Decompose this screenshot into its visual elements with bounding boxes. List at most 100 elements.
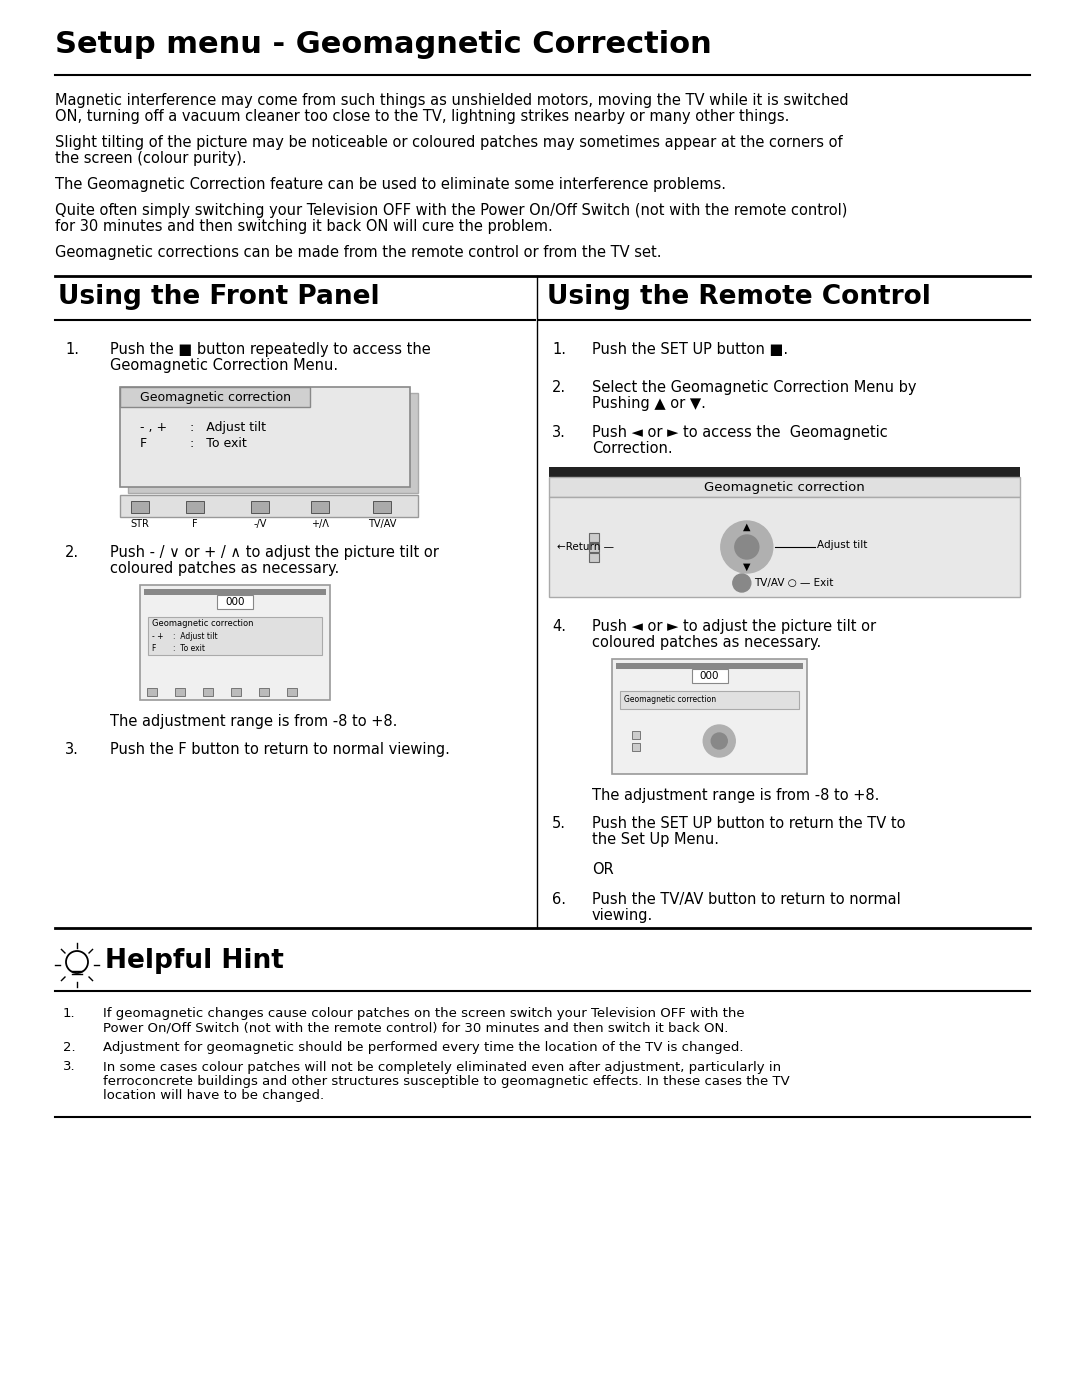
Text: The adjustment range is from -8 to +8.: The adjustment range is from -8 to +8. [110,714,397,729]
Text: :   Adjust tilt: : Adjust tilt [190,420,266,434]
Text: Adjust tilt: Adjust tilt [816,541,867,550]
Text: Select the Geomagnetic Correction Menu by: Select the Geomagnetic Correction Menu b… [592,380,917,395]
Text: Push the TV/AV button to return to normal: Push the TV/AV button to return to norma… [592,893,901,907]
Circle shape [734,535,759,559]
Text: 1.: 1. [65,342,79,358]
Bar [589,543,599,552]
Text: STR: STR [131,520,149,529]
Text: 3.: 3. [65,742,79,757]
Bar [620,692,799,710]
Text: 2.: 2. [552,380,566,395]
Bar [616,664,804,669]
Text: ▲: ▲ [743,522,751,532]
Bar [549,476,1020,497]
Text: - , +: - , + [140,420,167,434]
Text: ON, turning off a vacuum cleaner too close to the TV, lightning strikes nearby o: ON, turning off a vacuum cleaner too clo… [55,109,789,124]
Bar [120,495,418,517]
Text: 5.: 5. [552,816,566,831]
Bar [120,387,310,407]
Text: - +    :  Adjust tilt: - + : Adjust tilt [152,631,218,641]
Text: for 30 minutes and then switching it back ON will cure the problem.: for 30 minutes and then switching it bac… [55,219,553,235]
Text: Using the Remote Control: Using the Remote Control [546,284,931,310]
Text: Geomagnetic Correction Menu.: Geomagnetic Correction Menu. [110,358,338,373]
Bar [148,617,322,655]
Circle shape [733,574,751,592]
Bar [175,687,185,696]
Text: Geomagnetic correction: Geomagnetic correction [704,481,865,493]
Circle shape [712,733,727,749]
Text: Correction.: Correction. [592,441,673,455]
Text: F: F [140,437,147,450]
Text: 000: 000 [226,597,245,608]
Bar [131,502,149,513]
Text: Push the SET UP button ■.: Push the SET UP button ■. [592,342,788,358]
Bar [217,595,253,609]
Text: 000: 000 [700,671,719,680]
Bar [589,553,599,562]
Text: If geomagnetic changes cause colour patches on the screen switch your Television: If geomagnetic changes cause colour patc… [103,1007,744,1020]
Text: Power On/Off Switch (not with the remote control) for 30 minutes and then switch: Power On/Off Switch (not with the remote… [103,1021,728,1035]
Text: +/Λ: +/Λ [311,520,329,529]
Circle shape [720,521,773,573]
Text: Geomagnetic correction: Geomagnetic correction [139,391,291,404]
Text: Geomagnetic corrections can be made from the remote control or from the TV set.: Geomagnetic corrections can be made from… [55,244,661,260]
Text: -/V: -/V [254,520,267,529]
Text: TV/AV: TV/AV [368,520,396,529]
Bar [612,659,807,774]
Bar [589,534,599,542]
Bar [144,590,326,595]
Text: Geomagnetic correction: Geomagnetic correction [152,619,254,629]
Text: 3.: 3. [63,1060,76,1073]
Text: In some cases colour patches will not be completely eliminated even after adjust: In some cases colour patches will not be… [103,1060,781,1073]
Text: location will have to be changed.: location will have to be changed. [103,1090,324,1102]
Text: 3.: 3. [552,425,566,440]
Bar [231,687,241,696]
Text: Using the Front Panel: Using the Front Panel [58,284,380,310]
Text: the Set Up Menu.: the Set Up Menu. [592,833,719,847]
Bar [147,687,157,696]
Circle shape [66,951,87,972]
Bar [373,502,391,513]
Bar [632,743,640,752]
Text: ferroconcrete buildings and other structures susceptible to geomagnetic effects.: ferroconcrete buildings and other struct… [103,1076,789,1088]
Text: 1.: 1. [552,342,566,358]
Bar [251,502,269,513]
Text: Geomagnetic correction: Geomagnetic correction [624,696,716,704]
Bar [186,502,204,513]
Text: Push the F button to return to normal viewing.: Push the F button to return to normal vi… [110,742,450,757]
Text: Magnetic interference may come from such things as unshielded motors, moving the: Magnetic interference may come from such… [55,94,849,108]
Text: F: F [192,520,198,529]
Text: viewing.: viewing. [592,908,653,923]
Bar [120,387,410,488]
Text: ←Return —: ←Return — [557,542,615,552]
Text: ▼: ▼ [743,562,751,571]
Text: F       :  To exit: F : To exit [152,644,205,652]
Text: 1.: 1. [63,1007,76,1020]
Text: 2.: 2. [63,1041,76,1053]
Bar [140,585,330,700]
Text: Setup menu - Geomagnetic Correction: Setup menu - Geomagnetic Correction [55,29,712,59]
Bar [632,731,640,739]
Text: :   To exit: : To exit [190,437,246,450]
Text: Push the ■ button repeatedly to access the: Push the ■ button repeatedly to access t… [110,342,431,358]
Bar [311,502,329,513]
Text: Helpful Hint: Helpful Hint [105,949,284,974]
Text: Slight tilting of the picture may be noticeable or coloured patches may sometime: Slight tilting of the picture may be not… [55,136,842,149]
Text: 2.: 2. [65,545,79,560]
Text: Quite often simply switching your Television OFF with the Power On/Off Switch (n: Quite often simply switching your Televi… [55,203,848,218]
Text: TV/AV ○ — Exit: TV/AV ○ — Exit [754,578,833,588]
Text: 4.: 4. [552,619,566,634]
Text: Push ◄ or ► to adjust the picture tilt or: Push ◄ or ► to adjust the picture tilt o… [592,619,876,634]
Bar [203,687,213,696]
Text: 6.: 6. [552,893,566,907]
Bar [549,497,1020,597]
Text: Push the SET UP button to return the TV to: Push the SET UP button to return the TV … [592,816,905,831]
Text: Pushing ▲ or ▼.: Pushing ▲ or ▼. [592,395,706,411]
Text: the screen (colour purity).: the screen (colour purity). [55,151,246,166]
Circle shape [703,725,735,757]
Text: OR: OR [592,862,613,877]
Bar [129,393,418,493]
Text: coloured patches as necessary.: coloured patches as necessary. [110,562,339,576]
Text: coloured patches as necessary.: coloured patches as necessary. [592,636,821,650]
Bar [287,687,297,696]
